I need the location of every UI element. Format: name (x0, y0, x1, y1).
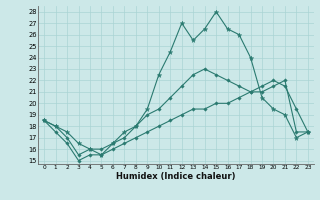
X-axis label: Humidex (Indice chaleur): Humidex (Indice chaleur) (116, 172, 236, 181)
